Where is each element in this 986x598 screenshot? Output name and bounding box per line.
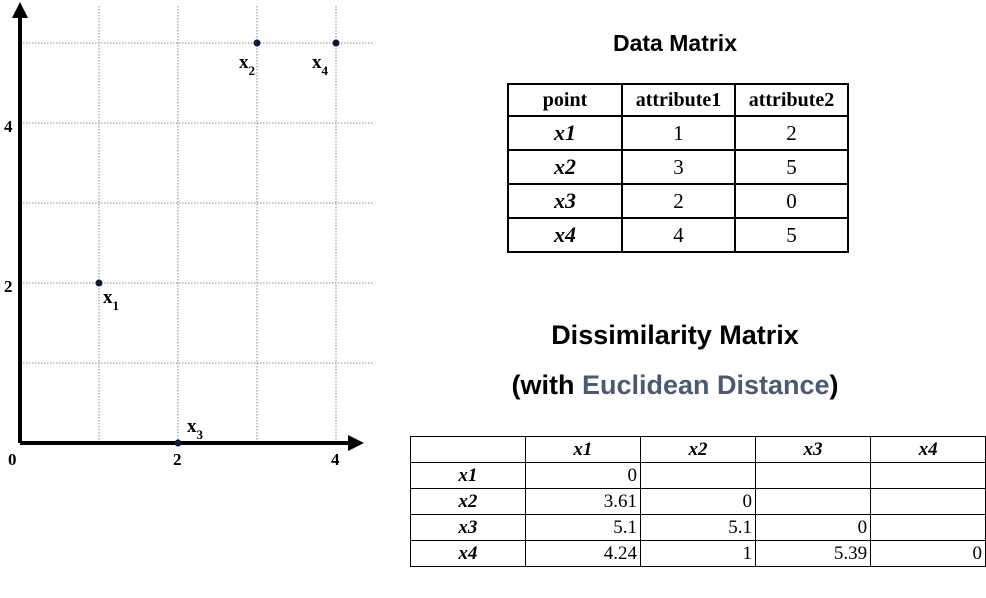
table-cell: 0: [870, 540, 986, 567]
row-header: x3: [507, 183, 623, 219]
column-header: x3: [754, 436, 872, 463]
data-matrix-table: point attribute1 attribute2 x1 1 2 x2 3 …: [507, 83, 849, 253]
scatter-plot: 0 2 4 2 4 x1 x2 x3 x4: [4, 2, 373, 469]
subtitle-accent-text: Euclidean Distance: [581, 370, 830, 400]
data-point: [95, 279, 103, 287]
row-header: x3: [410, 514, 526, 541]
data-point: [174, 439, 182, 447]
table-row: x1 0: [410, 462, 986, 489]
x-axis-arrowhead: [348, 435, 364, 451]
table-cell: 2: [621, 183, 736, 219]
table-cell: [640, 462, 756, 489]
table-cell: 5: [734, 149, 849, 185]
table-cell: [754, 462, 872, 489]
point-label: x2: [239, 52, 255, 78]
column-header: point: [507, 83, 623, 117]
y-axis-arrowhead: [12, 2, 28, 18]
table-cell: 4: [621, 217, 736, 253]
column-header: attribute1: [621, 83, 736, 117]
table-row: x2 3 5: [507, 149, 849, 185]
table-cell: 5: [734, 217, 849, 253]
column-header: x1: [524, 436, 642, 463]
table-cell: 0: [640, 488, 756, 515]
dissimilarity-matrix-table: x1 x2 x3 x4 x1 0 x2 3.61 0 x3 5.1 5.1 0: [410, 436, 986, 567]
column-header: [410, 436, 526, 463]
data-point: [332, 39, 340, 47]
x-tick-label: 0: [8, 450, 17, 469]
table-header-row: point attribute1 attribute2: [507, 83, 849, 117]
dissimilarity-matrix-subtitle: (with Euclidean Distance): [460, 370, 890, 401]
table-row: x1 1 2: [507, 115, 849, 151]
column-header: x2: [640, 436, 756, 463]
column-header: attribute2: [734, 83, 849, 117]
row-header: x1: [410, 462, 526, 489]
table-cell: 3: [621, 149, 736, 185]
row-header: x1: [507, 115, 623, 151]
table-row: x4 4 5: [507, 217, 849, 253]
data-point: [253, 39, 261, 47]
column-header: x4: [870, 436, 986, 463]
table-cell: [870, 514, 986, 541]
point-label: x1: [103, 287, 119, 313]
table-row: x3 5.1 5.1 0: [410, 514, 986, 541]
dissimilarity-matrix-title: Dissimilarity Matrix: [551, 320, 799, 350]
row-header: x2: [507, 149, 623, 185]
table-cell: 5.39: [754, 540, 872, 567]
table-row: x2 3.61 0: [410, 488, 986, 515]
y-tick-label: 4: [4, 117, 13, 136]
row-header: x4: [410, 540, 526, 567]
table-cell: [870, 462, 986, 489]
table-cell: [754, 488, 872, 515]
table-cell: 0: [754, 514, 872, 541]
table-cell: [870, 488, 986, 515]
table-header-row: x1 x2 x3 x4: [410, 436, 986, 463]
table-row: x3 2 0: [507, 183, 849, 219]
point-label: x4: [312, 52, 329, 78]
table-cell: 1: [621, 115, 736, 151]
table-cell: 3.61: [524, 488, 642, 515]
tick-labels: 0 2 4 2 4: [4, 117, 340, 469]
table-cell: 0: [524, 462, 642, 489]
grid-lines: [20, 6, 373, 443]
subtitle-suffix: ): [829, 370, 839, 400]
data-matrix-title: Data Matrix: [613, 30, 737, 56]
x-tick-label: 2: [173, 450, 182, 469]
table-row: x4 4.24 1 5.39 0: [410, 540, 986, 567]
table-cell: 4.24: [524, 540, 642, 567]
axes: [12, 2, 364, 451]
table-cell: 2: [734, 115, 849, 151]
table-cell: 5.1: [640, 514, 756, 541]
point-label: x3: [187, 416, 204, 442]
data-points: x1 x2 x3 x4: [95, 39, 340, 447]
subtitle-prefix: (with: [511, 370, 582, 400]
table-cell: 5.1: [524, 514, 642, 541]
table-cell: 0: [734, 183, 849, 219]
row-header: x2: [410, 488, 526, 515]
y-tick-label: 2: [4, 277, 13, 296]
x-tick-label: 4: [331, 450, 340, 469]
row-header: x4: [507, 217, 623, 253]
table-cell: 1: [640, 540, 756, 567]
